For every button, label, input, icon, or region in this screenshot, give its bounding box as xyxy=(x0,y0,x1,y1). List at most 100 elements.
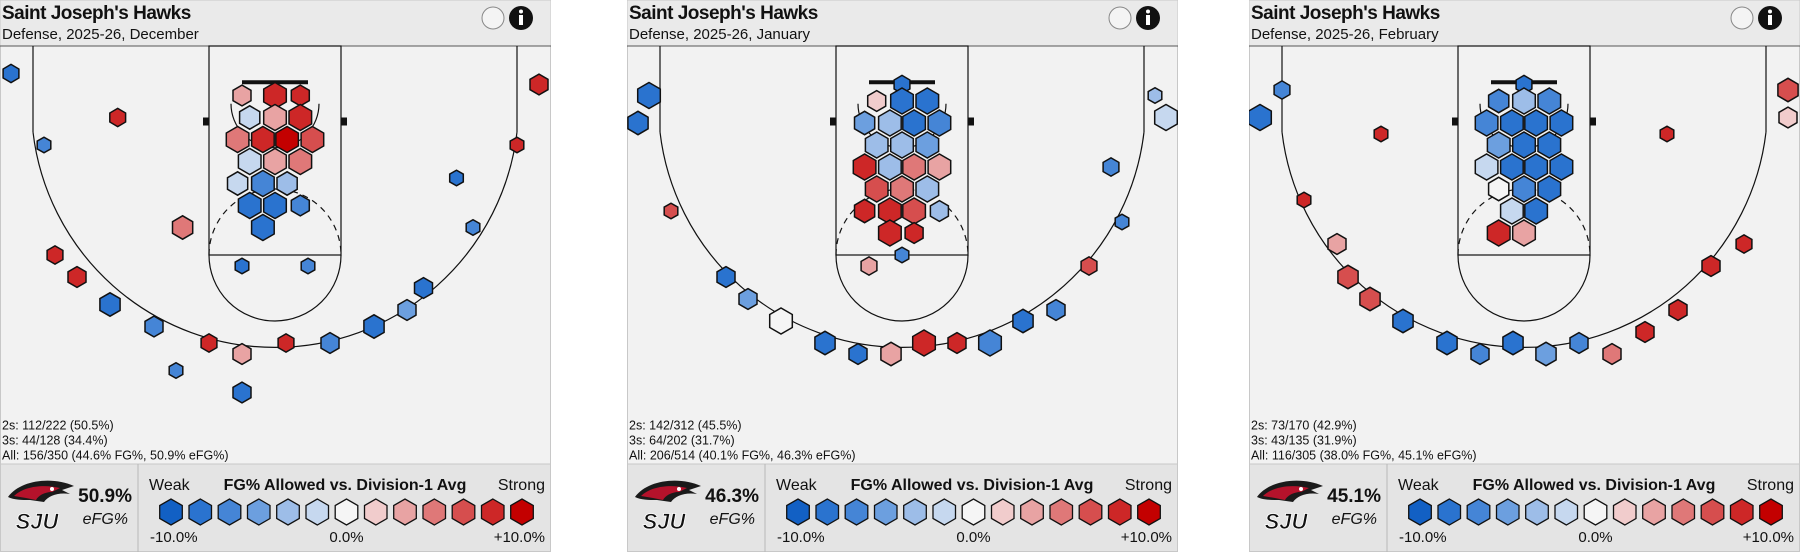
logo-hawk-red xyxy=(641,486,687,500)
shot-hex xyxy=(529,73,549,96)
shot-hex xyxy=(1487,176,1510,202)
legend-swatch xyxy=(451,498,476,526)
legend-swatch xyxy=(188,498,213,526)
shot-chart-panel: Saint Joseph's Hawks Defense, 2025-26, Ja… xyxy=(627,0,1178,552)
shot-hex xyxy=(889,175,915,203)
legend-weak: Weak xyxy=(776,477,818,494)
legend-tick-label: 0.0% xyxy=(329,529,363,546)
shot-hex xyxy=(1486,219,1511,247)
shot-hex xyxy=(1635,320,1655,344)
shot-hex xyxy=(977,329,1003,357)
legend-tick-label: +10.0% xyxy=(1743,529,1794,546)
panel-title: Saint Joseph's Hawks xyxy=(2,3,191,24)
shot-hex xyxy=(902,197,927,225)
shot-hex xyxy=(915,87,940,115)
free-throw-circle-top xyxy=(208,188,342,256)
info-dot xyxy=(1146,9,1150,14)
shot-hex xyxy=(904,221,924,245)
shot-hex xyxy=(814,330,836,356)
shot-hex xyxy=(1392,308,1414,334)
lane-block xyxy=(203,117,209,126)
legend-swatch xyxy=(1729,498,1754,526)
legend-swatch xyxy=(334,498,359,526)
shot-hex xyxy=(1511,131,1537,159)
shot-hex xyxy=(1102,157,1120,177)
shooting-stat: 3s: 44/128 (34.4%) xyxy=(2,433,108,447)
shot-hex xyxy=(363,313,385,340)
shot-hex xyxy=(1524,109,1549,137)
efg-label: eFG% xyxy=(710,511,755,528)
shot-hex xyxy=(852,153,877,181)
legend-swatch xyxy=(1554,498,1579,526)
shot-hex xyxy=(1537,87,1562,115)
shooting-stat: 2s: 112/222 (50.5%) xyxy=(2,418,114,432)
shot-hex xyxy=(864,175,889,203)
shot-hex xyxy=(250,213,275,242)
legend-swatch xyxy=(159,498,183,526)
toggle-button[interactable] xyxy=(1730,6,1754,30)
shot-hex xyxy=(1524,153,1549,181)
shot-hex xyxy=(300,125,325,154)
shot-hex xyxy=(1487,88,1510,114)
info-bar xyxy=(1146,15,1150,25)
efg-label: eFG% xyxy=(1332,511,1377,528)
shot-hex xyxy=(1499,153,1524,181)
legend-swatch xyxy=(305,498,330,526)
shot-hex xyxy=(716,265,736,289)
shot-hex xyxy=(250,125,275,154)
shot-hex xyxy=(397,298,417,322)
legend-tick-label: 0.0% xyxy=(956,529,990,546)
legend-swatch xyxy=(1049,498,1074,526)
shot-hex xyxy=(866,89,887,113)
legend-swatch xyxy=(1525,498,1549,526)
efg-value: 50.9% xyxy=(78,486,132,507)
info-bar xyxy=(1768,15,1772,25)
shot-hex xyxy=(894,246,910,264)
legend-tick-label: +10.0% xyxy=(1121,529,1172,546)
panel-subtitle: Defense, 2025-26, February xyxy=(1251,26,1439,43)
efg-value: 46.3% xyxy=(705,486,759,507)
legend-swatch xyxy=(393,498,417,526)
shot-hex xyxy=(290,84,311,107)
legend-swatch xyxy=(1495,498,1520,526)
panel-title: Saint Joseph's Hawks xyxy=(1251,3,1440,24)
shot-hex xyxy=(1080,256,1098,276)
shot-hex xyxy=(1701,254,1721,278)
legend-swatch xyxy=(1020,498,1044,526)
info-dot xyxy=(1768,9,1772,14)
efg-value: 45.1% xyxy=(1327,486,1381,507)
toggle-button[interactable] xyxy=(1108,6,1132,30)
shot-hex xyxy=(636,81,662,110)
shot-hex xyxy=(250,169,275,198)
shot-hex xyxy=(627,110,649,136)
legend-swatch xyxy=(276,498,300,526)
shot-hex xyxy=(36,136,52,154)
legend-tick-label: -10.0% xyxy=(777,529,825,546)
shot-hex xyxy=(168,361,184,380)
shot-hex xyxy=(1659,125,1675,143)
shot-hex xyxy=(853,198,876,224)
free-throw-circle xyxy=(835,254,969,322)
panel-subtitle: Defense, 2025-26, January xyxy=(629,26,810,43)
legend-swatch xyxy=(1583,498,1608,526)
shot-hex xyxy=(290,194,311,217)
shot-hex xyxy=(276,170,298,197)
shot-hex xyxy=(238,104,261,131)
shot-hex xyxy=(226,170,249,197)
lane-block xyxy=(1590,117,1596,126)
legend-swatch xyxy=(1700,498,1725,526)
three-point-arc xyxy=(32,131,518,348)
shot-hex xyxy=(67,265,87,289)
shot-hex xyxy=(109,107,127,128)
info-dot xyxy=(519,9,523,14)
shot-hex xyxy=(902,153,927,181)
legend-tick-label: -10.0% xyxy=(1399,529,1447,546)
efg-label: eFG% xyxy=(83,511,128,528)
shot-hex xyxy=(1499,109,1524,137)
shot-hex xyxy=(232,342,252,366)
shot-hex xyxy=(889,131,915,159)
legend-swatch xyxy=(1408,498,1432,526)
legend-swatch xyxy=(903,498,927,526)
shot-hex xyxy=(860,256,878,276)
toggle-button[interactable] xyxy=(481,6,505,30)
